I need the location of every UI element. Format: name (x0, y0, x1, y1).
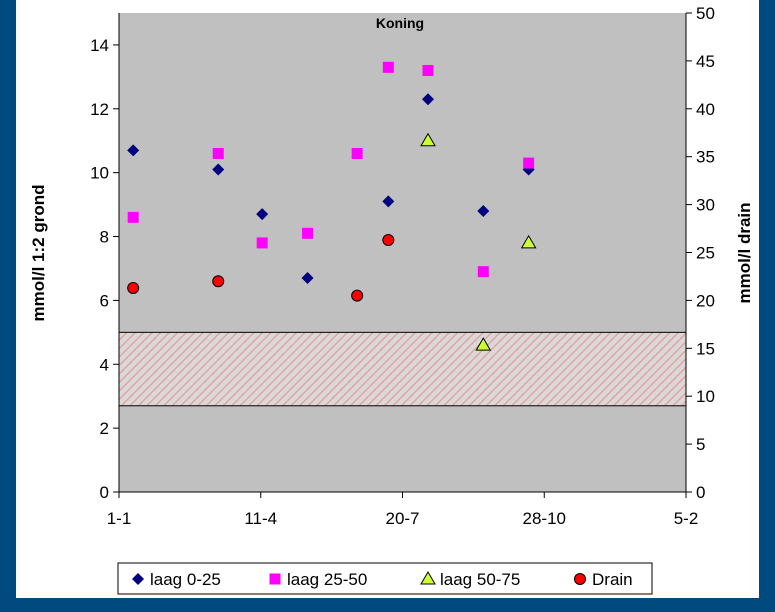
y2-tick-label: 35 (696, 148, 715, 167)
legend-marker-diamond (132, 573, 144, 585)
legend-label: Drain (592, 570, 633, 589)
data-point-triangle (475, 337, 492, 351)
data-point-square (302, 227, 314, 239)
outer-border-bottom (0, 598, 775, 612)
legend-marker-square (269, 573, 281, 585)
legend-marker-triangle (420, 571, 436, 585)
y2-tick-label: 40 (696, 100, 715, 119)
data-point-triangle (520, 234, 537, 249)
data-point-diamond (301, 272, 314, 285)
y2-tick-label: 45 (696, 52, 715, 71)
data-point-square (422, 64, 434, 76)
data-point-diamond (256, 208, 269, 221)
x-tick-label: 5-2 (674, 509, 699, 528)
y2-tick-label: 5 (696, 435, 705, 454)
x-tick-label: 28-10 (523, 509, 566, 528)
y2-tick-label: 50 (696, 4, 715, 23)
y-tick-label: 8 (100, 228, 109, 247)
y-tick-label: 12 (90, 100, 109, 119)
data-point-square (523, 157, 535, 169)
legend: laag 0-25 laag 25-50 laag 50-75 Drain (132, 570, 633, 589)
legend-box (117, 562, 653, 595)
data-point-square (351, 148, 363, 160)
data-point-square (256, 237, 268, 249)
data-point-circle (127, 281, 140, 294)
right-axis-ticks: 0 5 10 15 20 25 30 35 40 45 50 (686, 4, 715, 502)
legend-marker-circle (574, 573, 586, 585)
y-tick-label: 4 (100, 355, 109, 374)
y2-tick-label: 25 (696, 244, 715, 263)
y2-tick-label: 20 (696, 291, 715, 310)
legend-label: laag 0-25 (150, 570, 221, 589)
y-tick-label: 14 (90, 36, 109, 55)
data-point-circle (351, 289, 364, 302)
y2-tick-label: 0 (696, 483, 705, 502)
x-axis-ticks: 1-1 11-4 20-7 28-10 5-2 (107, 492, 699, 528)
y-tick-label: 10 (90, 164, 109, 183)
left-axis-ticks: 0 2 4 6 8 10 12 14 (90, 36, 119, 502)
outer-border-right (759, 0, 775, 612)
data-point-circle (212, 275, 225, 288)
y2-axis-title: mmol/l drain (735, 202, 754, 303)
data-point-diamond (477, 204, 490, 217)
legend-label: laag 25-50 (287, 570, 367, 589)
chart-title: Koning (376, 15, 424, 31)
data-point-square (382, 61, 394, 73)
data-point-square (477, 266, 489, 278)
data-point-triangle (420, 132, 436, 147)
y2-tick-label: 15 (696, 339, 715, 358)
x-tick-label: 11-4 (244, 509, 277, 528)
y-tick-label: 0 (100, 483, 109, 502)
data-point-diamond (422, 93, 435, 106)
y2-tick-label: 10 (696, 387, 715, 406)
y-axis-title: mmol/l 1:2 grond (29, 185, 48, 322)
y-tick-label: 2 (100, 419, 109, 438)
plot-area (119, 13, 686, 492)
data-markers (127, 61, 537, 351)
x-tick-label: 1-1 (107, 509, 132, 528)
data-point-square (127, 211, 139, 223)
x-tick-label: 20-7 (385, 509, 419, 528)
data-point-square (212, 148, 224, 160)
y2-tick-label: 30 (696, 196, 715, 215)
legend-label: laag 50-75 (440, 570, 520, 589)
data-point-diamond (127, 144, 140, 157)
reference-band (118, 331, 687, 407)
data-point-circle (382, 234, 395, 247)
outer-border-left (0, 0, 16, 612)
data-point-diamond (212, 163, 225, 176)
data-point-diamond (382, 195, 395, 208)
y-tick-label: 6 (100, 291, 109, 310)
